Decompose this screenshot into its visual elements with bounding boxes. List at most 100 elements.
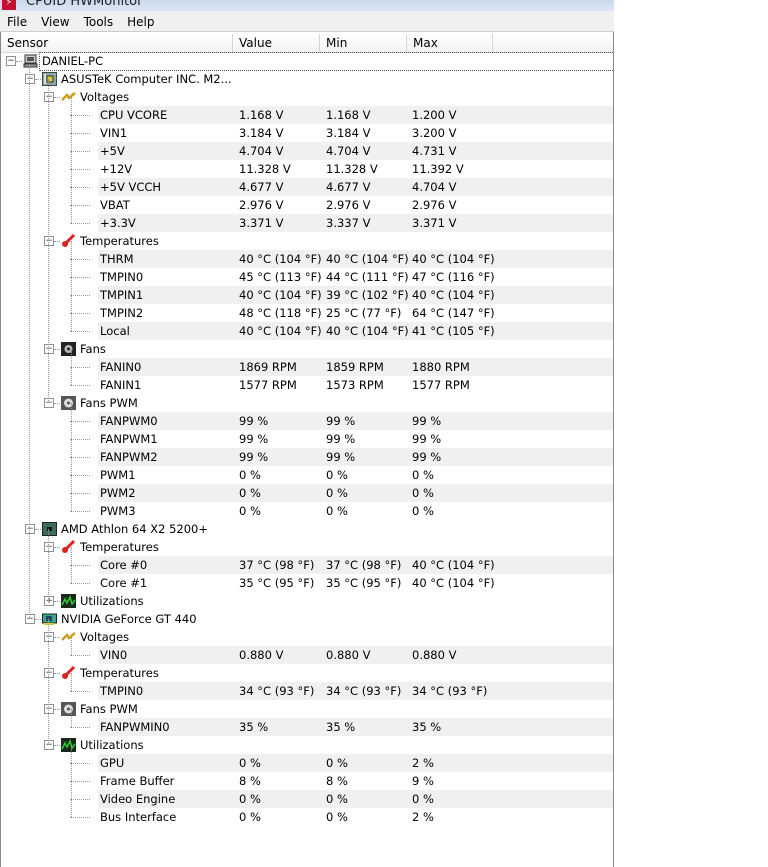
sensor-row[interactable]: FANPWMIN0 35 % 35 % 35 % — [1, 718, 613, 736]
tree-line — [71, 349, 72, 385]
tree-node[interactable]: − AMD Athlon 64 X2 5200+ — [1, 520, 613, 538]
sensor-min: 99 % — [326, 414, 356, 428]
sensor-max: 64 °C (147 °F) — [412, 306, 495, 320]
focus-rect — [39, 52, 613, 71]
tree-node[interactable]: − Fans — [1, 340, 613, 358]
sensor-row[interactable]: Frame Buffer 8 % 8 % 9 % — [1, 772, 613, 790]
sensor-row[interactable]: +12V 11.328 V 11.328 V 11.392 V — [1, 160, 613, 178]
sensor-max: 40 °C (104 °F) — [412, 288, 495, 302]
sensor-row[interactable]: TMPIN0 34 °C (93 °F) 34 °C (93 °F) 34 °C (9… — [1, 682, 613, 700]
tree-connector — [70, 133, 90, 134]
sensor-row[interactable]: +5V 4.704 V 4.704 V 4.731 V — [1, 142, 613, 160]
tree-node[interactable]: − Temperatures — [1, 538, 613, 556]
tree-connector — [54, 709, 60, 710]
tree-node[interactable]: − ASUSTeK Computer INC. M2... — [1, 70, 613, 88]
tree-connector — [35, 79, 41, 80]
column-min[interactable]: Min — [320, 34, 407, 52]
tree-connector — [70, 385, 90, 386]
expand-icon[interactable]: + — [44, 596, 54, 606]
sensor-min: 35 % — [326, 720, 356, 734]
sensor-row[interactable]: TMPIN0 45 °C (113 °F) 44 °C (111 °F) 47 °C … — [1, 268, 613, 286]
collapse-icon[interactable]: − — [25, 74, 35, 84]
sensor-row[interactable]: Video Engine 0 % 0 % 0 % — [1, 790, 613, 808]
sensor-value: 3.371 V — [239, 216, 284, 230]
menu-help[interactable]: Help — [127, 15, 155, 29]
row-shade — [98, 142, 613, 160]
collapse-icon[interactable]: − — [25, 524, 35, 534]
collapse-icon[interactable]: − — [44, 542, 54, 552]
sensor-min: 40 °C (104 °F) — [326, 324, 409, 338]
column-max[interactable]: Max — [407, 34, 493, 52]
tree-node[interactable]: − Fans PWM — [1, 394, 613, 412]
sensor-label: Bus Interface — [100, 810, 177, 824]
collapse-icon[interactable]: − — [44, 92, 54, 102]
sensor-row[interactable]: VIN0 0.880 V 0.880 V 0.880 V — [1, 646, 613, 664]
sensor-value: 40 °C (104 °F) — [239, 324, 322, 338]
tree-node[interactable]: − Temperatures — [1, 664, 613, 682]
tree-node[interactable]: + Utilizations — [1, 592, 613, 610]
sensor-label: Core #0 — [100, 558, 148, 572]
sensor-value: 99 % — [239, 432, 269, 446]
collapse-icon[interactable]: − — [44, 344, 54, 354]
column-value[interactable]: Value — [233, 34, 320, 52]
sensor-row[interactable]: PWM3 0 % 0 % 0 % — [1, 502, 613, 520]
tree-connector — [70, 727, 90, 728]
collapse-icon[interactable]: − — [6, 56, 16, 66]
tree-node[interactable]: − Fans PWM — [1, 700, 613, 718]
sensor-row[interactable]: Local 40 °C (104 °F) 40 °C (104 °F) 41 °C (… — [1, 322, 613, 340]
node-label: Fans PWM — [80, 396, 138, 410]
sensor-row[interactable]: VBAT 2.976 V 2.976 V 2.976 V — [1, 196, 613, 214]
sensor-row[interactable]: TMPIN1 40 °C (104 °F) 39 °C (102 °F) 40 °C … — [1, 286, 613, 304]
sensor-value: 45 °C (113 °F) — [239, 270, 322, 284]
collapse-icon[interactable]: − — [44, 398, 54, 408]
sensor-row[interactable]: FANIN1 1577 RPM 1573 RPM 1577 RPM — [1, 376, 613, 394]
tree-node[interactable]: − Utilizations — [1, 736, 613, 754]
collapse-icon[interactable]: − — [44, 668, 54, 678]
column-sensor[interactable]: Sensor — [1, 34, 233, 52]
tree-node[interactable]: − NVIDIA GeForce GT 440 — [1, 610, 613, 628]
tree-node[interactable]: − Voltages — [1, 628, 613, 646]
sensor-row[interactable]: CPU VCORE 1.168 V 1.168 V 1.200 V — [1, 106, 613, 124]
tree-connector — [70, 187, 90, 188]
tree-connector — [70, 817, 90, 818]
row-shade — [98, 106, 613, 124]
sensor-value: 99 % — [239, 414, 269, 428]
collapse-icon[interactable]: − — [44, 740, 54, 750]
tree-node[interactable]: − Temperatures — [1, 232, 613, 250]
tree-node[interactable]: − Voltages — [1, 88, 613, 106]
menu-file[interactable]: File — [7, 15, 28, 29]
sensor-row[interactable]: VIN1 3.184 V 3.184 V 3.200 V — [1, 124, 613, 142]
sensor-value: 0 % — [239, 486, 261, 500]
sensor-row[interactable]: PWM1 0 % 0 % 0 % — [1, 466, 613, 484]
collapse-icon[interactable]: − — [44, 632, 54, 642]
sensor-label: PWM3 — [100, 504, 136, 518]
tree-connector — [35, 529, 41, 530]
tree-connector — [70, 439, 90, 440]
sensor-tree[interactable]: Sensor Value Min Max − DANIEL-PC − ASUSTeK … — [0, 32, 614, 867]
collapse-icon[interactable]: − — [44, 236, 54, 246]
sensor-row[interactable]: +5V VCCH 4.677 V 4.677 V 4.704 V — [1, 178, 613, 196]
sensor-row[interactable]: Core #1 35 °C (95 °F) 35 °C (95 °F) 40 °C (… — [1, 574, 613, 592]
sensor-min: 39 °C (102 °F) — [326, 288, 409, 302]
menu-view[interactable]: View — [41, 15, 70, 29]
tree-connector — [70, 331, 90, 332]
collapse-icon[interactable]: − — [25, 614, 35, 624]
sensor-row[interactable]: +3.3V 3.371 V 3.337 V 3.371 V — [1, 214, 613, 232]
window-title: CPUID HWMonitor — [26, 0, 143, 9]
sensor-row[interactable]: THRM 40 °C (104 °F) 40 °C (104 °F) 40 °C (1… — [1, 250, 613, 268]
sensor-row[interactable]: FANPWM0 99 % 99 % 99 % — [1, 412, 613, 430]
sensor-row[interactable]: Bus Interface 0 % 0 % 2 % — [1, 808, 613, 826]
sensor-row[interactable]: PWM2 0 % 0 % 0 % — [1, 484, 613, 502]
sensor-row[interactable]: GPU 0 % 0 % 2 % — [1, 754, 613, 772]
sensor-row[interactable]: FANPWM2 99 % 99 % 99 % — [1, 448, 613, 466]
menu-tools[interactable]: Tools — [83, 15, 114, 29]
sensor-row[interactable]: FANIN0 1869 RPM 1859 RPM 1880 RPM — [1, 358, 613, 376]
collapse-icon[interactable]: − — [44, 704, 54, 714]
sensor-row[interactable]: Core #0 37 °C (98 °F) 37 °C (98 °F) 40 °C (… — [1, 556, 613, 574]
sensor-row[interactable]: FANPWM1 99 % 99 % 99 % — [1, 430, 613, 448]
tree-line — [48, 79, 49, 403]
tree-line — [71, 745, 72, 817]
sensor-row[interactable]: TMPIN2 48 °C (118 °F) 25 °C (77 °F) 64 °C (… — [1, 304, 613, 322]
tree-node[interactable]: − DANIEL-PC — [1, 52, 613, 71]
sensor-max: 0 % — [412, 504, 434, 518]
